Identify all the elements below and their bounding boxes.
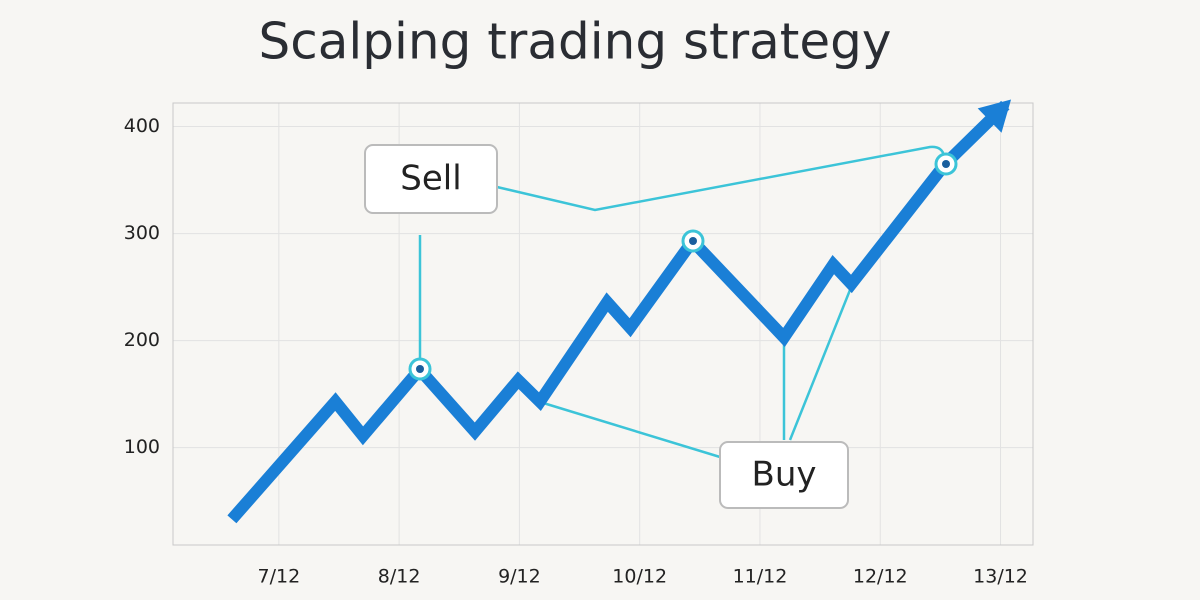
plot-frame bbox=[172, 102, 1034, 546]
y-tick-label: 300 bbox=[124, 222, 160, 244]
y-tick-label: 100 bbox=[124, 436, 160, 458]
sell-callout: Sell bbox=[364, 144, 498, 214]
plot bbox=[227, 99, 1012, 524]
x-tick-label: 12/12 bbox=[853, 566, 908, 588]
y-tick-label: 400 bbox=[124, 115, 160, 137]
connector bbox=[539, 400, 721, 459]
chart-title: Scalping trading strategy bbox=[258, 13, 891, 71]
buy-callout: Buy bbox=[719, 441, 849, 509]
x-tick-label: 11/12 bbox=[733, 566, 788, 588]
x-tick-label: 13/12 bbox=[973, 566, 1028, 588]
markers bbox=[408, 152, 958, 381]
callout-box bbox=[719, 441, 849, 509]
connector bbox=[788, 284, 854, 441]
callout-label: Buy bbox=[752, 455, 817, 495]
x-tick-label: 8/12 bbox=[378, 566, 421, 588]
arrow-head bbox=[977, 99, 1012, 133]
price-line bbox=[227, 100, 1010, 524]
marker-dot bbox=[416, 365, 424, 373]
callout-label: Sell bbox=[400, 159, 461, 199]
x-tick-label: 9/12 bbox=[498, 566, 541, 588]
marker-dot bbox=[942, 160, 950, 168]
x-tick-label: 7/12 bbox=[258, 566, 301, 588]
marker-dot bbox=[689, 237, 697, 245]
x-tick-label: 10/12 bbox=[612, 566, 667, 588]
callout-box bbox=[364, 144, 498, 214]
y-tick-label: 200 bbox=[124, 329, 160, 351]
